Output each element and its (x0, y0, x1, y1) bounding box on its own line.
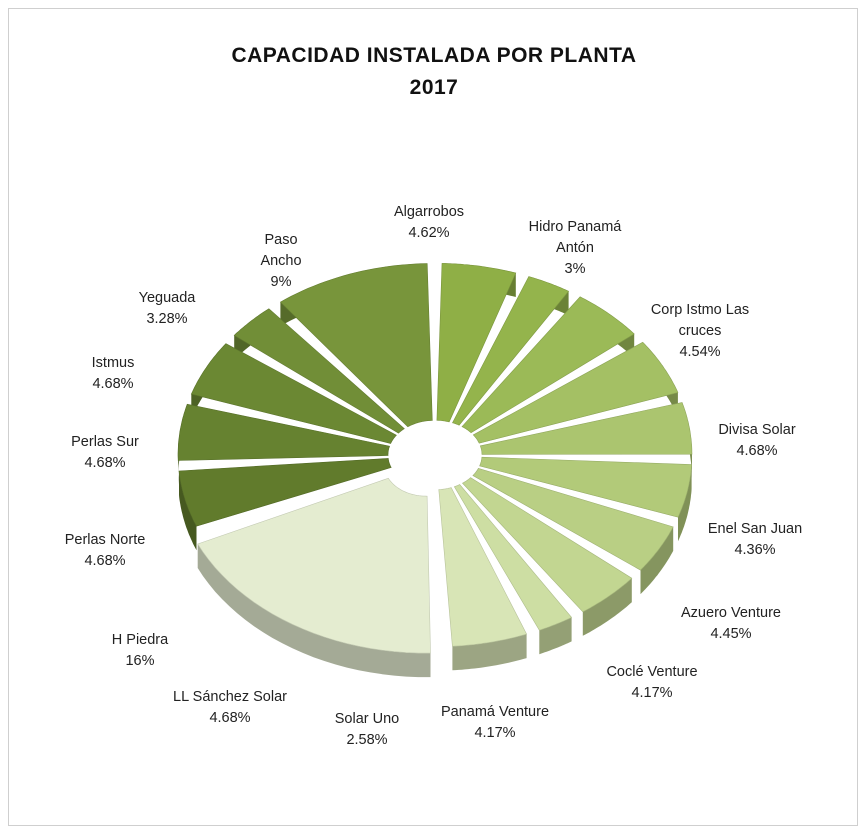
data-label-name: Enel San Juan (707, 521, 803, 537)
data-label-4: Divisa Solar 4.68% (647, 420, 867, 462)
data-label-10: LL Sánchez Solar 4.68% (120, 687, 340, 729)
data-label-value: 4.45% (710, 626, 752, 642)
slice-side-7 (640, 526, 674, 595)
data-label-name: Hidro Panamá (528, 219, 622, 235)
data-label-value: 4.68% (736, 443, 778, 459)
data-label-1: Algarrobos 4.62% (319, 202, 539, 244)
data-label-8: Panamá Venture 4.17% (385, 702, 605, 744)
slice-5 (479, 402, 693, 455)
data-label-5: Enel San Juan 4.36% (645, 519, 865, 561)
data-label-name: Panamá Venture (440, 704, 550, 720)
slice-11 (197, 477, 431, 654)
data-label-name: H Piedra (111, 632, 169, 648)
data-label-value: 4.62% (408, 225, 450, 241)
data-label-name: Coclé Venture (606, 664, 698, 680)
data-label-9: Solar Uno 2.58% (257, 709, 477, 751)
slice-10 (438, 487, 528, 647)
data-label-6: Azuero Venture 4.45% (621, 603, 841, 645)
data-label-11: H Piedra 16% (30, 630, 250, 672)
data-label-value: 4.68% (84, 455, 126, 471)
slice-side-12 (179, 471, 197, 551)
slice-8 (462, 477, 633, 613)
data-label-value: 16% (125, 653, 155, 669)
data-label-name: Solar Uno (334, 711, 400, 727)
data-label-value: 4.68% (92, 376, 134, 392)
data-label-name: LL Sánchez Solar (173, 689, 287, 705)
slice-side-8 (582, 578, 632, 636)
data-label-name: Algarrobos (393, 204, 465, 220)
slice-side-10 (452, 634, 527, 671)
slice-side-11 (197, 544, 431, 678)
data-label-value: 3.28% (146, 311, 188, 327)
data-label-12: Perlas Norte 4.68% (0, 530, 215, 572)
data-label-value: 3% (564, 261, 586, 277)
data-label-15: Yeguada 3.28% (57, 288, 277, 330)
data-label-value: 4.68% (209, 710, 251, 726)
data-label-name: Antón (556, 240, 594, 256)
data-label-value: 2.58% (346, 732, 388, 748)
slice-14 (190, 343, 397, 444)
slice-tops (177, 263, 693, 654)
slice-15 (233, 308, 405, 434)
data-label-value: 4.54% (679, 344, 721, 360)
data-label-value: 4.17% (631, 685, 673, 701)
slice-13 (177, 403, 391, 461)
data-label-name: Perlas Sur (71, 434, 139, 450)
slice-2 (452, 276, 570, 426)
data-label-13: Perlas Sur 4.68% (0, 432, 215, 474)
slice-7 (472, 468, 674, 571)
data-label-7: Coclé Venture 4.17% (542, 662, 762, 704)
data-label-2: Hidro Panamá Antón 3% (465, 217, 685, 280)
slice-side-6 (678, 464, 692, 542)
data-label-name: cruces (678, 323, 722, 339)
data-label-16: Paso Ancho 9% (171, 230, 391, 293)
slice-3 (461, 296, 635, 434)
data-label-name: Paso (264, 232, 298, 248)
data-label-name: Corp Istmo Las (650, 302, 750, 318)
data-label-name: Perlas Norte (64, 532, 146, 548)
data-label-value: 9% (270, 274, 292, 290)
data-label-value: 4.36% (734, 542, 776, 558)
chart-title: CAPACIDAD INSTALADA POR PLANTA (231, 44, 637, 67)
slice-16 (279, 263, 433, 428)
data-label-3: Corp Istmo Las cruces 4.54% (590, 300, 810, 363)
data-label-name: Istmus (91, 355, 135, 371)
data-label-name: Divisa Solar (718, 422, 796, 438)
slice-12 (178, 458, 392, 527)
data-label-name: Yeguada (138, 290, 196, 306)
data-label-value: 4.68% (84, 553, 126, 569)
chart-frame (8, 8, 858, 826)
chart-title-year: 2017 (409, 76, 459, 99)
slice-4 (472, 341, 679, 444)
slice-6 (479, 456, 692, 518)
slice-1 (436, 263, 517, 423)
data-label-name: Ancho (260, 253, 302, 269)
slice-side-9 (539, 617, 572, 655)
data-label-value: 4.17% (474, 725, 516, 741)
slice-9 (453, 484, 573, 631)
data-label-name: Azuero Venture (681, 605, 781, 621)
data-label-14: Istmus 4.68% (3, 353, 223, 395)
